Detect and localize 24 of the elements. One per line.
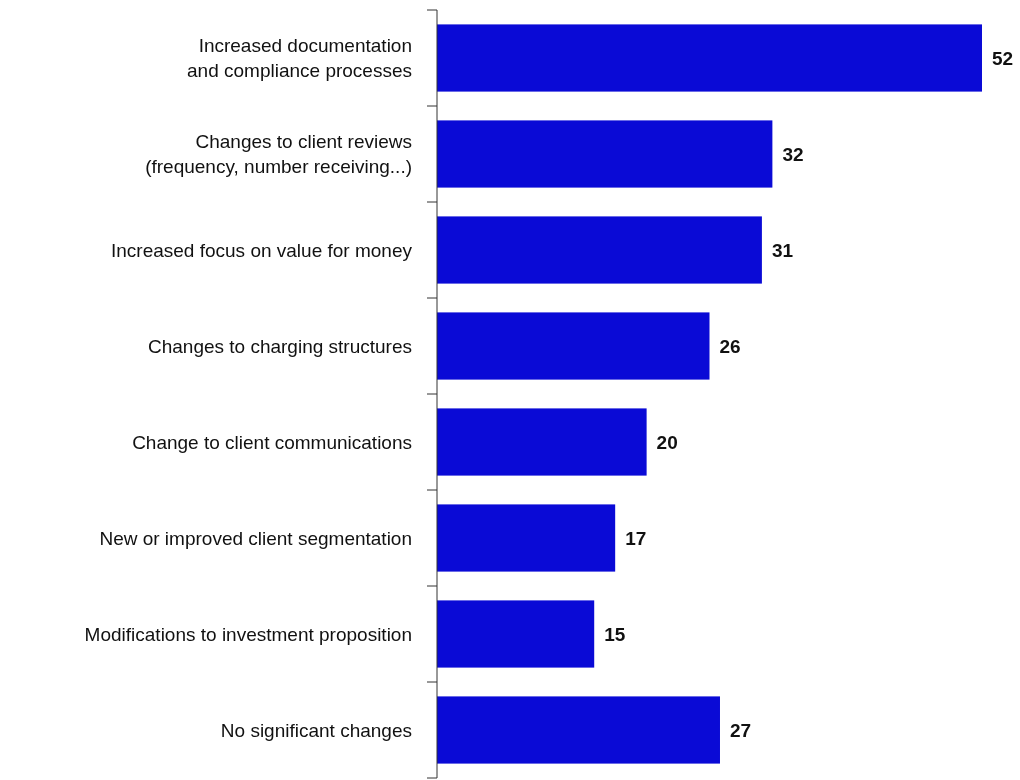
- data-label: 26: [719, 335, 741, 357]
- data-label: 15: [604, 623, 626, 645]
- data-label: 32: [782, 143, 804, 165]
- bar: [437, 120, 773, 188]
- bar: [437, 696, 720, 764]
- y-tick-label: No significant changes: [220, 719, 412, 741]
- y-tick-label: Changes to charging structures: [147, 335, 412, 357]
- bar: [437, 312, 710, 380]
- bar: [437, 216, 762, 284]
- bar: [437, 24, 982, 92]
- data-label: 52: [992, 47, 1014, 69]
- bar: [437, 408, 647, 476]
- data-label: 20: [656, 431, 678, 453]
- y-tick-label: Increased documentation and compliance processes: [187, 35, 412, 82]
- y-tick-label: New or improved client segmentation: [99, 527, 412, 549]
- data-label: 31: [771, 239, 794, 261]
- bar: [437, 504, 616, 572]
- bar: [437, 600, 595, 668]
- data-label: 17: [625, 527, 647, 549]
- y-tick-label: Change to client communications: [132, 431, 412, 453]
- data-label: 27: [729, 719, 752, 741]
- y-tick-label: Modifications to investment proposition: [84, 623, 412, 645]
- y-tick-label: Changes to client reviews (frequency, number receiving...): [145, 131, 412, 178]
- y-tick-label: Increased focus on value for money: [110, 239, 413, 261]
